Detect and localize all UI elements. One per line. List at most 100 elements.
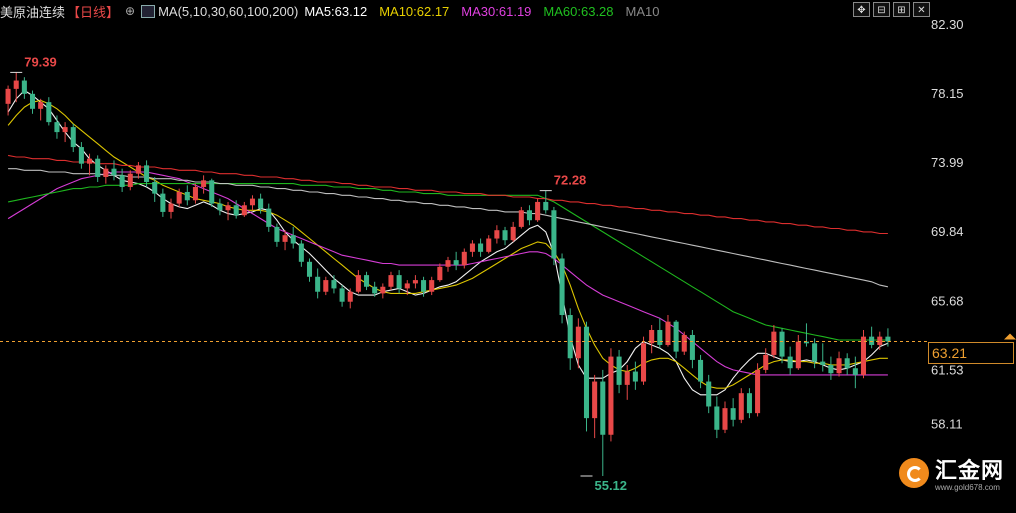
candle-body: [885, 336, 891, 342]
y-tick-label: 73.99: [931, 155, 964, 170]
candle-body: [632, 371, 638, 382]
candle-body: [738, 393, 744, 420]
y-tick-label: 65.68: [931, 293, 964, 308]
candle-body: [78, 147, 84, 164]
ma-line-ma10: [7, 99, 888, 389]
candle-body: [372, 286, 378, 294]
ma-config-label[interactable]: MA(5,10,30,60,100,200): [158, 3, 299, 19]
candle-body: [600, 381, 606, 435]
candle-body: [209, 180, 215, 204]
expand-icon[interactable]: ✥: [853, 2, 870, 17]
candle-body: [135, 165, 141, 174]
ma-value-1: MA10:62.17: [379, 3, 450, 19]
candle-body: [29, 93, 36, 109]
candle-body: [339, 288, 345, 302]
candle-body: [575, 326, 581, 359]
candle-body: [689, 334, 695, 360]
candle-body: [258, 198, 264, 209]
candle-body: [241, 205, 247, 216]
candle-body: [331, 280, 337, 289]
candle-body: [583, 326, 590, 419]
candle-body: [543, 201, 549, 211]
candle-body: [640, 343, 647, 382]
y-tick-label: 61.53: [931, 362, 964, 377]
candle-body: [469, 243, 475, 252]
candle-body: [657, 329, 663, 345]
candle-body: [526, 210, 532, 221]
candle-body: [836, 358, 842, 374]
candle-body: [755, 369, 761, 414]
candle-body: [494, 230, 500, 239]
circle-plus-icon[interactable]: ⊕: [125, 4, 136, 18]
period-label[interactable]: 【日线】: [67, 4, 120, 20]
close-icon[interactable]: ✕: [913, 2, 930, 17]
candle-body: [396, 275, 402, 289]
candle-body: [266, 208, 272, 227]
candle-body: [787, 356, 793, 369]
candle-body: [698, 359, 704, 382]
y-tick-label: 82.30: [931, 17, 964, 32]
candle-body: [127, 173, 133, 187]
chart-legend: 美原油连续 【日线】 ⊕ MA(5,10,30,60,100,200) MA5:…: [0, 2, 677, 20]
candle-body: [518, 210, 524, 227]
indicator-chart-icon[interactable]: [141, 4, 156, 18]
candle-body: [95, 158, 101, 177]
ma-line-ma200: [7, 154, 888, 235]
extreme-label: 55.12: [594, 478, 627, 493]
candle-body: [184, 191, 190, 201]
zoom-out-icon[interactable]: ⊟: [873, 2, 890, 17]
candle-body: [795, 341, 801, 369]
ma-value-4: MA10: [625, 3, 660, 19]
price-marker-icon: [1004, 333, 1016, 340]
candle-body: [282, 235, 288, 242]
candle-body: [551, 210, 557, 259]
candle-body: [298, 243, 304, 262]
candle-body: [249, 198, 256, 206]
candle-body: [306, 261, 313, 277]
chart-toolbar: ✥ ⊟ ⊞ ✕: [853, 2, 930, 17]
candle-body: [812, 343, 818, 362]
candle-body: [160, 193, 166, 212]
candle-body: [567, 315, 573, 359]
candle-body: [152, 181, 158, 194]
candle-body: [87, 158, 93, 164]
candle-body: [421, 280, 427, 292]
candle-body: [771, 331, 777, 355]
candle-body: [201, 180, 207, 187]
candle-body: [746, 393, 752, 414]
candle-body: [820, 361, 826, 365]
candle-body: [347, 291, 353, 302]
current-price-tag: 63.21: [928, 342, 1014, 364]
candle-body: [852, 368, 858, 375]
ma-line-ma5: [7, 89, 889, 396]
brand-name: 汇金网: [934, 458, 1004, 483]
candle-body: [119, 175, 125, 187]
candle-body: [510, 226, 516, 241]
candle-body: [225, 205, 231, 211]
candle-body: [233, 205, 239, 216]
candle-body: [290, 235, 296, 244]
ma-value-0: MA5:63.12: [304, 3, 368, 19]
candle-body: [478, 243, 484, 252]
candle-body: [46, 102, 52, 123]
candle-body: [559, 258, 565, 316]
candle-body: [380, 286, 386, 294]
candle-body: [103, 168, 109, 177]
candle-body: [404, 283, 410, 289]
zoom-in-icon[interactable]: ⊞: [893, 2, 910, 17]
candle-body: [877, 336, 883, 345]
y-tick-label: 69.84: [931, 224, 964, 239]
candle-body: [437, 266, 443, 281]
candle-body: [38, 102, 44, 109]
candle-body: [592, 381, 598, 419]
extreme-label: 72.28: [554, 173, 587, 188]
candle-body: [535, 201, 541, 221]
candle-body: [429, 280, 435, 292]
candle-body: [274, 226, 280, 242]
candle-body: [828, 364, 834, 374]
brand-watermark: 汇金网 www.gold678.com: [898, 453, 1004, 492]
candle-body: [649, 329, 655, 344]
candle-body: [192, 186, 198, 201]
candle-body: [486, 238, 492, 252]
